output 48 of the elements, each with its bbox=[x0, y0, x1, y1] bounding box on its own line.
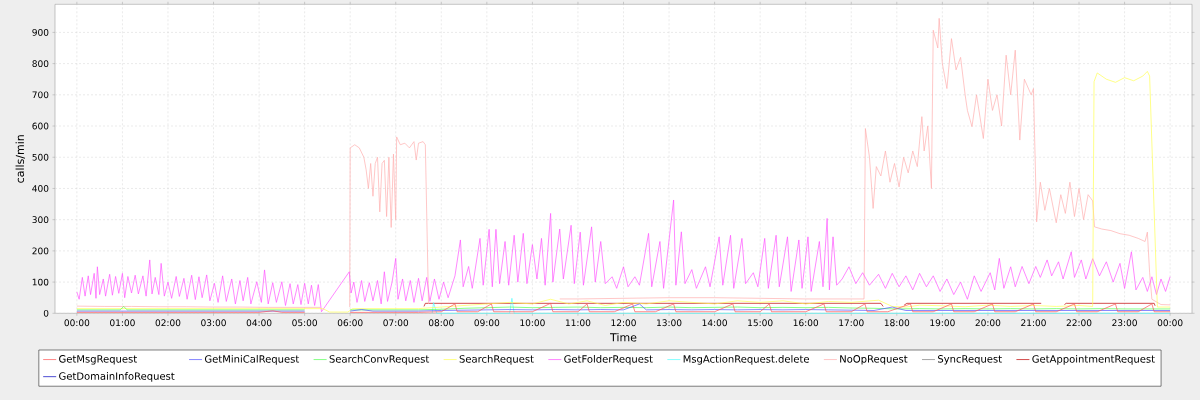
x-tick-label: 04:00 bbox=[246, 319, 272, 327]
line-series bbox=[76, 199, 1171, 313]
x-tick-label: 14:00 bbox=[702, 319, 727, 327]
x-tick-label: 08:00 bbox=[428, 319, 454, 327]
x-tick-label: 02:00 bbox=[155, 319, 181, 327]
x-tick-label: 05:00 bbox=[292, 319, 317, 327]
y-tick-label: 400 bbox=[32, 185, 49, 192]
x-tick-label: 19:00 bbox=[930, 319, 955, 327]
x-axis-title: Time bbox=[610, 333, 637, 342]
y-tick-label: 800 bbox=[32, 60, 49, 68]
legend-label: NoOpRequest bbox=[840, 355, 908, 365]
x-tick-label: 09:00 bbox=[474, 319, 500, 327]
x-tick-label: 01:00 bbox=[110, 319, 135, 327]
x-tick-label: 00:00 bbox=[64, 319, 90, 327]
x-tick-label: 20:00 bbox=[975, 319, 1001, 327]
x-tick-label: 12:00 bbox=[611, 319, 636, 327]
x-tick-label: 06:00 bbox=[337, 319, 363, 327]
x-tick-label: 15:00 bbox=[748, 319, 773, 327]
y-tick-label: 700 bbox=[32, 91, 49, 99]
legend-label: GetAppointmentRequest bbox=[1032, 355, 1155, 365]
x-tick-label: 00:00 bbox=[1157, 319, 1183, 327]
x-tick-label: 13:00 bbox=[657, 319, 682, 327]
x-tick-label: 23:00 bbox=[1112, 319, 1137, 327]
y-tick-label: 300 bbox=[32, 216, 49, 224]
y-tick-label: 200 bbox=[32, 247, 49, 255]
x-tick-label: 16:00 bbox=[793, 319, 819, 327]
y-tick-label: 100 bbox=[32, 278, 49, 286]
x-tick-label: 22:00 bbox=[1066, 319, 1092, 327]
legend-label: GetDomainInfoRequest bbox=[59, 372, 175, 382]
y-tick-label: 900 bbox=[32, 28, 49, 36]
y-tick-label: 600 bbox=[32, 122, 49, 130]
y-tick-label: 500 bbox=[32, 153, 49, 161]
x-tick-label: 11:00 bbox=[565, 319, 591, 327]
legend-label: GetMsgRequest bbox=[59, 355, 137, 365]
y-tick-label: 0 bbox=[43, 309, 49, 317]
x-tick-label: 03:00 bbox=[201, 319, 226, 327]
legend-label: SyncRequest bbox=[938, 355, 1002, 365]
x-tick-label: 10:00 bbox=[520, 319, 545, 327]
legend-label: SearchRequest bbox=[459, 355, 534, 365]
legend-label: MsgActionRequest.delete bbox=[683, 355, 810, 365]
legend-label: SearchConvRequest bbox=[329, 355, 430, 365]
legend-label: GetFolderRequest bbox=[564, 355, 653, 365]
legend-label: GetMiniCalRequest bbox=[204, 355, 300, 365]
x-tick-label: 18:00 bbox=[884, 319, 910, 327]
x-tick-label: 17:00 bbox=[839, 319, 864, 327]
x-tick-label: 07:00 bbox=[383, 319, 409, 327]
y-axis-title: calls/min bbox=[15, 135, 25, 183]
x-tick-label: 21:00 bbox=[1021, 319, 1046, 327]
